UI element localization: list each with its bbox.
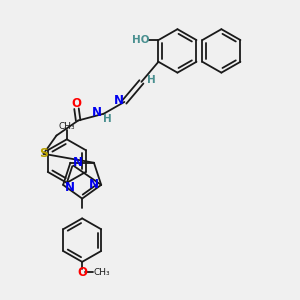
- Text: O: O: [77, 266, 87, 279]
- Text: N: N: [73, 156, 82, 169]
- Text: O: O: [71, 98, 82, 110]
- Text: S: S: [39, 147, 48, 160]
- Text: H: H: [147, 75, 156, 85]
- Text: N: N: [89, 178, 99, 191]
- Text: CH₃: CH₃: [58, 122, 75, 131]
- Text: N: N: [65, 181, 75, 194]
- Text: H: H: [103, 115, 112, 124]
- Text: HO: HO: [132, 35, 149, 45]
- Text: N: N: [92, 106, 102, 119]
- Text: CH₃: CH₃: [94, 268, 110, 277]
- Text: N: N: [114, 94, 124, 106]
